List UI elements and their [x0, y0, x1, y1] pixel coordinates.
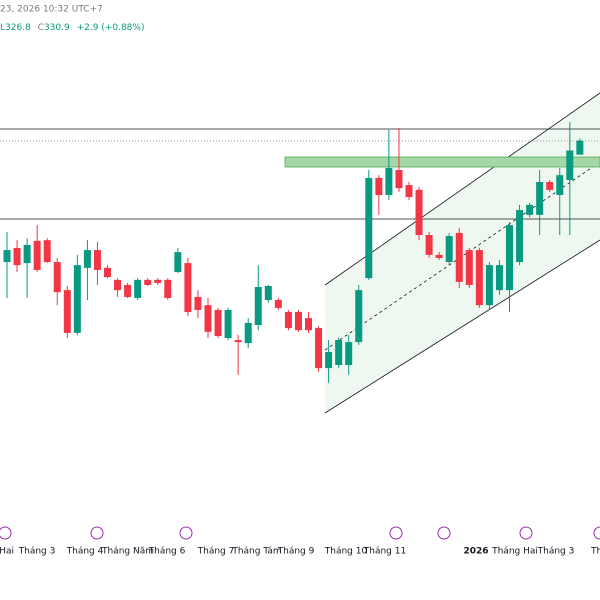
event-icon[interactable] [593, 526, 600, 540]
candle-body [365, 177, 373, 279]
candle-body [284, 312, 292, 329]
candle-body [13, 248, 21, 266]
candle-body [536, 182, 544, 215]
candle-body [576, 140, 584, 155]
candle-body [485, 265, 493, 306]
candle-body [184, 263, 192, 312]
candle-body [234, 340, 242, 343]
event-icon[interactable] [0, 526, 12, 540]
candle-body [274, 300, 282, 308]
candle-body [455, 232, 463, 282]
candle-body [294, 312, 302, 331]
zone [284, 156, 600, 168]
candle-body [93, 250, 101, 270]
candle-body [174, 252, 182, 272]
candle-body [465, 250, 473, 285]
candle-body [566, 150, 574, 180]
x-tick-label: Th [590, 547, 600, 557]
candle-body [83, 250, 91, 268]
candle-body [425, 235, 433, 255]
low-label: L [0, 23, 5, 33]
candle-body [385, 167, 393, 195]
candle-body [516, 210, 524, 263]
candle-body [63, 290, 71, 333]
candle-body [244, 322, 252, 344]
x-tick-label: Tháng 3 [537, 547, 575, 557]
candle-body [415, 189, 423, 236]
candle-body [204, 305, 212, 332]
event-icon[interactable] [179, 526, 193, 540]
close-value: 330.9 [44, 23, 70, 33]
candle-body [194, 296, 202, 310]
candle-body [124, 284, 132, 297]
x-tick-label: Tháng Hai [491, 547, 538, 557]
x-tick-label: Tháng Năm [101, 547, 154, 557]
low-value: 326.8 [5, 23, 31, 33]
candle-body [53, 262, 61, 293]
candle-body [355, 290, 363, 343]
candle-body [254, 287, 262, 325]
x-tick-label: 2026 [463, 547, 488, 557]
candle-body [3, 250, 11, 263]
candle-body [264, 286, 272, 301]
candle-body [144, 279, 152, 285]
x-tick-label: Tháng 6 [148, 547, 186, 557]
header-time: 23, 2026 10:32 UTC+7 [0, 5, 103, 15]
candle-body [154, 279, 162, 283]
candle-body [395, 170, 403, 189]
candle-body [435, 254, 443, 258]
candle-body [405, 185, 413, 198]
candle-body [335, 340, 343, 366]
close-label: C [38, 23, 44, 33]
channel-middle [324, 161, 600, 351]
x-tick-label: Tháng 10 [324, 547, 368, 557]
candle-body [556, 175, 564, 195]
x-tick-label: Hai [0, 547, 14, 557]
candles [3, 122, 584, 383]
header-ohlc: L326.8 C330.9 +2.9 (+0.88%) [0, 23, 144, 33]
event-icon[interactable] [437, 526, 451, 540]
change: +2.9 (+0.88%) [77, 23, 145, 33]
x-tick-label: Tháng 4 [66, 547, 104, 557]
candle-body [23, 244, 31, 264]
candle-body [546, 182, 554, 190]
candle-body [345, 342, 353, 366]
candle-body [114, 279, 122, 291]
x-tick-label: Tháng 11 [363, 547, 406, 557]
candle-body [104, 267, 111, 278]
candle-body [73, 265, 81, 333]
x-tick-label: Tháng 7 [197, 547, 235, 557]
candle-body [224, 309, 232, 338]
candle-body [506, 225, 513, 291]
candle-body [134, 279, 142, 298]
candle-body [325, 352, 333, 369]
candle-body [305, 318, 312, 331]
candle-body [495, 265, 503, 291]
candle-body [375, 177, 383, 195]
x-tick-label: Tháng 9 [277, 547, 315, 557]
channel-lower [324, 239, 600, 414]
candle-body [526, 204, 534, 215]
candle-body [43, 240, 51, 263]
x-tick-label: Tháng Tám [231, 547, 281, 557]
candle-body [315, 328, 323, 369]
event-icons [0, 526, 600, 540]
candle-body [164, 279, 172, 298]
candle-body [214, 309, 222, 336]
candle-body [33, 240, 41, 270]
event-icon[interactable] [519, 526, 533, 540]
x-tick-label: Tháng 3 [18, 547, 56, 557]
event-icon[interactable] [389, 526, 403, 540]
candle-body [475, 250, 483, 306]
event-icon[interactable] [90, 526, 104, 540]
candle-body [445, 236, 453, 263]
